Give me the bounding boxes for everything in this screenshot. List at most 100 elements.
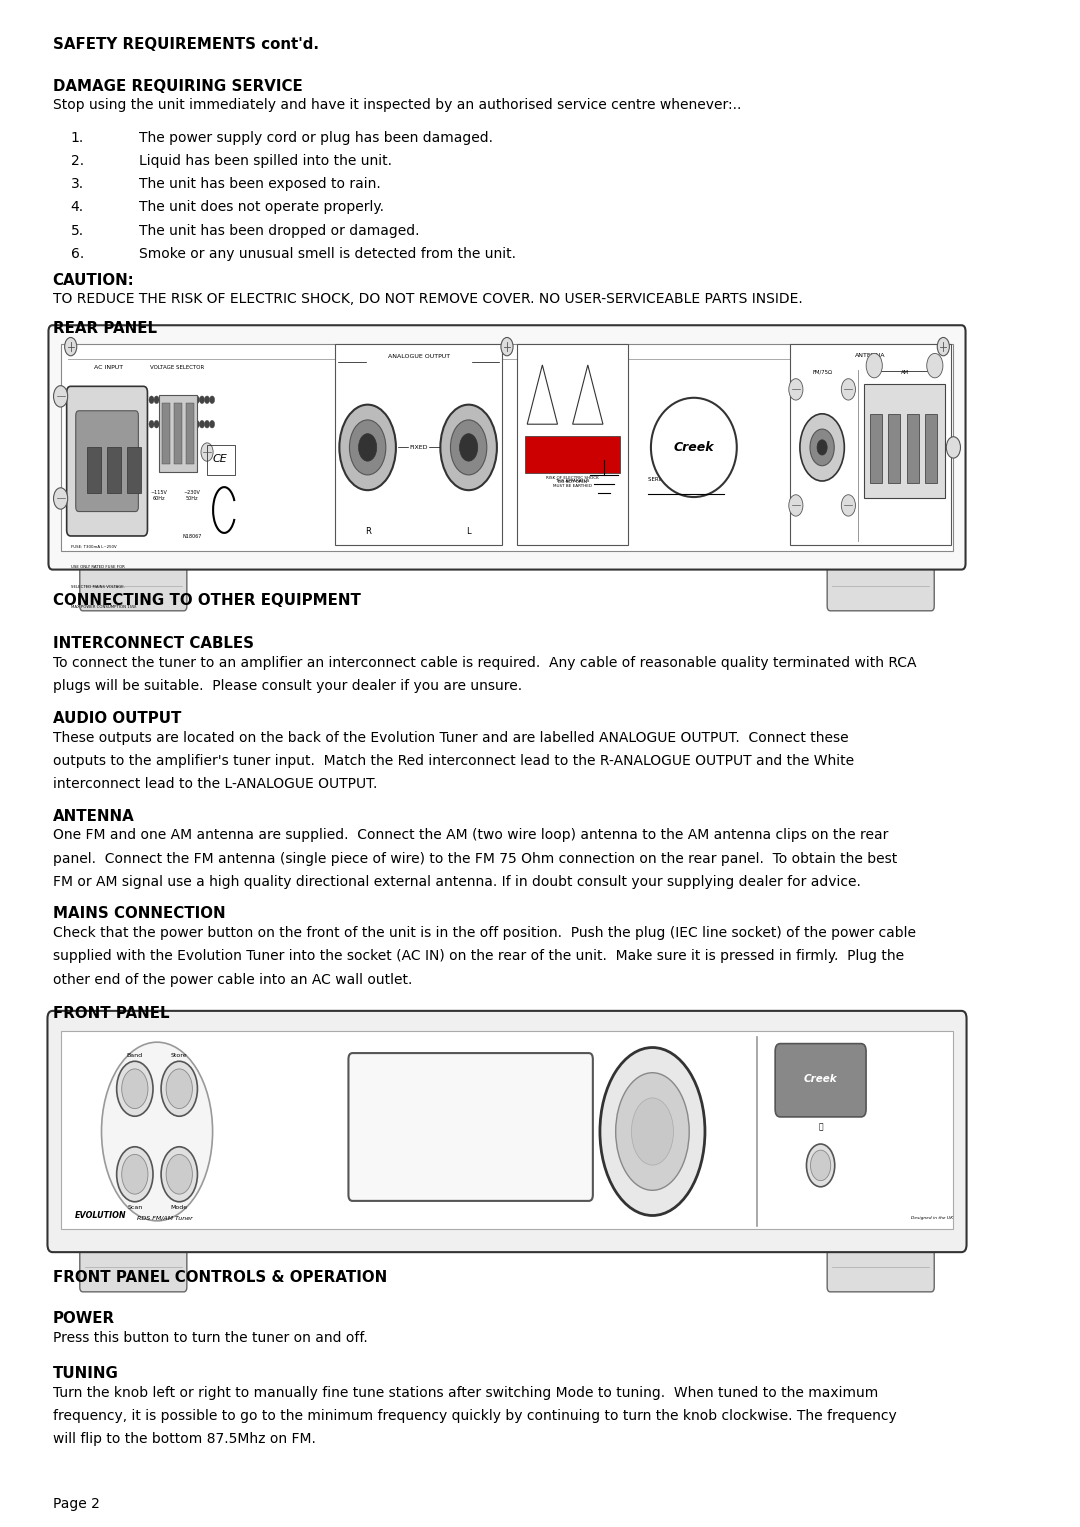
Bar: [870, 414, 882, 483]
Text: RISK OF ELECTRIC SHOCK
DO NOT OPEN: RISK OF ELECTRIC SHOCK DO NOT OPEN: [546, 476, 599, 484]
Circle shape: [946, 437, 960, 458]
Circle shape: [174, 395, 179, 403]
Circle shape: [210, 420, 215, 428]
Text: TO REDUCE THE RISK OF ELECTRIC SHOCK, DO NOT REMOVE COVER. NO USER-SERVICEABLE P: TO REDUCE THE RISK OF ELECTRIC SHOCK, DO…: [53, 292, 802, 307]
Circle shape: [818, 440, 827, 455]
Circle shape: [161, 1147, 198, 1202]
Text: N18067: N18067: [183, 534, 202, 539]
Text: RDS FM/AM Tuner: RDS FM/AM Tuner: [135, 1215, 193, 1220]
Circle shape: [200, 395, 204, 403]
Circle shape: [122, 1154, 148, 1194]
Text: ⏻: ⏻: [819, 1122, 823, 1132]
Text: ANTENNA: ANTENNA: [53, 809, 134, 823]
Text: FM/75Ω: FM/75Ω: [812, 370, 832, 374]
Text: MAINS CONNECTION: MAINS CONNECTION: [53, 906, 225, 921]
Text: 6.: 6.: [70, 247, 84, 261]
Text: FRONT PANEL: FRONT PANEL: [53, 1005, 168, 1020]
Circle shape: [149, 395, 154, 403]
Text: frequency, it is possible to go to the minimum frequency quickly by continuing t: frequency, it is possible to go to the m…: [53, 1409, 896, 1423]
Circle shape: [450, 420, 487, 475]
Text: interconnect lead to the L-ANALOGUE OUTPUT.: interconnect lead to the L-ANALOGUE OUTP…: [53, 777, 377, 791]
Text: AUDIO OUTPUT: AUDIO OUTPUT: [53, 712, 180, 725]
Text: Liquid has been spilled into the unit.: Liquid has been spilled into the unit.: [139, 154, 392, 168]
Text: ~115V
60Hz: ~115V 60Hz: [150, 490, 167, 501]
Circle shape: [166, 1154, 192, 1194]
Text: Check that the power button on the front of the unit is in the off position.  Pu: Check that the power button on the front…: [53, 925, 916, 941]
Text: 1.: 1.: [70, 131, 84, 145]
Circle shape: [810, 1150, 831, 1180]
Text: other end of the power cable into an AC wall outlet.: other end of the power cable into an AC …: [53, 973, 411, 986]
Text: Stop using the unit immediately and have it inspected by an authorised service c: Stop using the unit immediately and have…: [53, 98, 741, 113]
Circle shape: [65, 337, 77, 356]
Polygon shape: [527, 365, 557, 425]
Circle shape: [117, 1061, 153, 1116]
Text: 5.: 5.: [70, 223, 84, 238]
Circle shape: [54, 487, 68, 508]
Text: POWER: POWER: [53, 1310, 114, 1325]
Circle shape: [154, 420, 159, 428]
Text: INTERCONNECT CABLES: INTERCONNECT CABLES: [53, 635, 254, 651]
Text: The unit has been dropped or damaged.: The unit has been dropped or damaged.: [139, 223, 420, 238]
Text: To connect the tuner to an amplifier an interconnect cable is required.  Any cab: To connect the tuner to an amplifier an …: [53, 657, 916, 670]
Circle shape: [339, 405, 396, 490]
Text: Scan: Scan: [127, 1205, 143, 1211]
Text: THIS APPARATUS
MUST BE EARTHED: THIS APPARATUS MUST BE EARTHED: [553, 479, 592, 489]
Circle shape: [159, 395, 164, 403]
Text: The power supply cord or plug has been damaged.: The power supply cord or plug has been d…: [139, 131, 494, 145]
Text: !: !: [541, 399, 544, 408]
Bar: [86, 447, 102, 493]
Circle shape: [189, 420, 194, 428]
Bar: [186, 403, 194, 464]
Text: MAX POWER CONSUMPTION 15W.: MAX POWER CONSUMPTION 15W.: [70, 605, 136, 609]
Text: Store: Store: [171, 1052, 188, 1058]
FancyBboxPatch shape: [48, 1011, 967, 1252]
Text: Band: Band: [126, 1052, 143, 1058]
Text: R: R: [365, 527, 370, 536]
Circle shape: [841, 379, 855, 400]
Bar: [174, 403, 181, 464]
Text: Turn the knob left or right to manually fine tune stations after switching Mode : Turn the knob left or right to manually …: [53, 1387, 878, 1400]
Text: Page 2: Page 2: [53, 1496, 99, 1512]
Circle shape: [122, 1069, 148, 1109]
Circle shape: [164, 395, 170, 403]
Text: outputs to the amplifier's tuner input.  Match the Red interconnect lead to the : outputs to the amplifier's tuner input. …: [53, 754, 853, 768]
Text: !: !: [586, 399, 590, 408]
Circle shape: [170, 420, 174, 428]
Ellipse shape: [651, 397, 737, 498]
Text: L: L: [467, 527, 471, 536]
Circle shape: [149, 420, 154, 428]
Text: 3.: 3.: [70, 177, 84, 191]
Text: One FM and one AM antenna are supplied.  Connect the AM (two wire loop) antenna : One FM and one AM antenna are supplied. …: [53, 828, 888, 843]
Bar: [525, 437, 620, 473]
Text: Press this button to turn the tuner on and off.: Press this button to turn the tuner on a…: [53, 1330, 367, 1345]
Text: Creek: Creek: [804, 1073, 837, 1084]
Text: FRONT PANEL CONTROLS & OPERATION: FRONT PANEL CONTROLS & OPERATION: [53, 1270, 387, 1284]
Ellipse shape: [632, 1098, 674, 1165]
Circle shape: [179, 395, 185, 403]
Ellipse shape: [599, 1048, 705, 1215]
Text: ANALOGUE OUTPUT: ANALOGUE OUTPUT: [388, 354, 449, 359]
Bar: [517, 344, 629, 545]
Bar: [60, 1031, 954, 1229]
Circle shape: [866, 353, 882, 377]
Text: REAR PANEL: REAR PANEL: [53, 322, 157, 336]
Circle shape: [166, 1069, 192, 1109]
Text: FUSE: T300mA L~250V: FUSE: T300mA L~250V: [70, 545, 117, 550]
Circle shape: [788, 495, 802, 516]
Bar: [924, 414, 936, 483]
Circle shape: [54, 386, 68, 408]
FancyBboxPatch shape: [827, 563, 934, 611]
Circle shape: [117, 1147, 153, 1202]
Bar: [335, 344, 502, 545]
FancyBboxPatch shape: [80, 1245, 187, 1292]
Circle shape: [807, 1144, 835, 1186]
Text: Smoke or any unusual smell is detected from the unit.: Smoke or any unusual smell is detected f…: [139, 247, 516, 261]
Circle shape: [201, 443, 213, 461]
Circle shape: [937, 337, 949, 356]
Circle shape: [841, 495, 855, 516]
Circle shape: [170, 395, 174, 403]
Text: Creek: Creek: [674, 441, 714, 454]
FancyBboxPatch shape: [49, 325, 966, 570]
Text: CE: CE: [213, 454, 228, 464]
Text: CONNECTING TO OTHER EQUIPMENT: CONNECTING TO OTHER EQUIPMENT: [53, 592, 361, 608]
